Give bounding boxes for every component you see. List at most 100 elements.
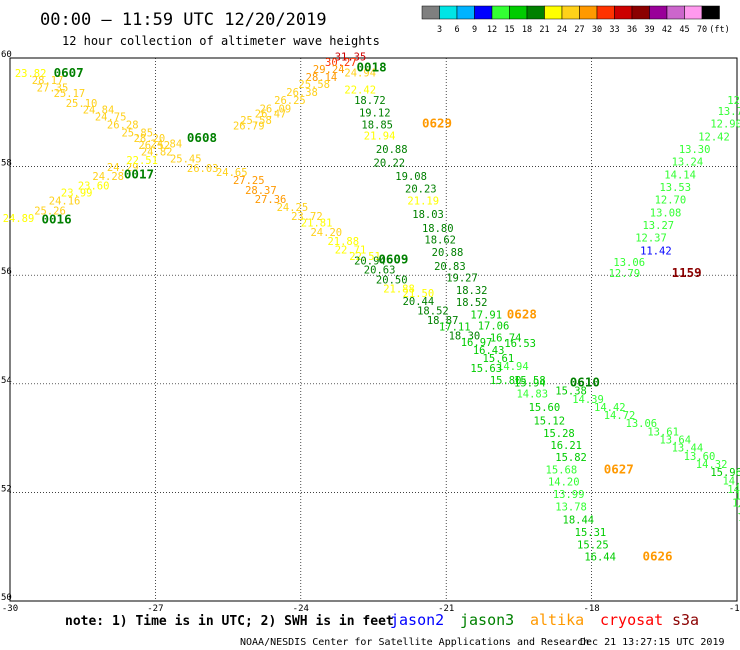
wave-height-label: 23.99 bbox=[61, 187, 93, 199]
wave-height-label: 11.42 bbox=[640, 246, 672, 258]
wave-height-label: 23.82 bbox=[15, 68, 47, 80]
wave-height-label: 18.62 bbox=[424, 235, 456, 247]
wave-height-label: 24.84 bbox=[83, 104, 115, 116]
wave-height-label: 19.08 bbox=[395, 171, 427, 183]
wave-height-label: 23.60 bbox=[78, 180, 110, 192]
wave-height-label: 16.97 bbox=[461, 337, 493, 349]
wave-height-label: 15.68 bbox=[546, 464, 578, 476]
wave-height-label: 19.27 bbox=[446, 273, 478, 285]
scale-label: 18 bbox=[522, 25, 532, 35]
wave-height-label: 25.10 bbox=[66, 98, 98, 110]
lat-tick-label: 56 bbox=[1, 267, 12, 277]
wave-height-label: 26.28 bbox=[107, 120, 139, 132]
map-grid bbox=[10, 58, 737, 601]
axis-ticks: -30 -27 -24 -21 -18 -15 60 58 56 54 52 50 bbox=[1, 50, 740, 614]
wave-height-label: 14.20 bbox=[548, 476, 580, 488]
wave-height-label: 21.50 bbox=[403, 288, 435, 300]
wave-height-label: 13.53 bbox=[659, 182, 691, 194]
scale-label: 39 bbox=[644, 25, 654, 35]
page-subtitle: 12 hour collection of altimeter wave hei… bbox=[62, 34, 380, 48]
credit-text: NOAA/NESDIS Center for Satellite Applica… bbox=[240, 637, 589, 648]
wave-height-label: 16.44 bbox=[584, 551, 616, 563]
wave-height-label: 24.84 bbox=[151, 139, 183, 151]
wave-height-label: 25.58 bbox=[298, 79, 330, 91]
scale-label: 27 bbox=[574, 25, 584, 35]
scale-label: 70 bbox=[697, 25, 707, 35]
scale-swatch bbox=[684, 5, 703, 20]
scale-swatch bbox=[579, 5, 598, 20]
scale-label: 45 bbox=[679, 25, 689, 35]
wave-height-label: 15.60 bbox=[529, 402, 561, 414]
wave-height-label: 15.82 bbox=[555, 452, 587, 464]
scale-swatch bbox=[474, 5, 493, 20]
wave-height-label: 18.80 bbox=[422, 223, 454, 235]
wave-height-label: 22.42 bbox=[344, 84, 376, 96]
wave-height-label: 16.21 bbox=[550, 440, 582, 452]
color-scale: 3 6 9 12 15 18 21 24 27 30 33 36 39 42 45 70 (ft) bbox=[421, 5, 730, 35]
wave-height-label: 19.12 bbox=[359, 108, 391, 120]
legend-altika: altika bbox=[530, 611, 584, 629]
scale-label: 15 bbox=[504, 25, 514, 35]
wave-height-label: 26.03 bbox=[187, 163, 219, 175]
wave-height-label: 25.58 bbox=[240, 115, 272, 127]
lat-tick-label: 58 bbox=[1, 159, 12, 169]
scale-label: 3 bbox=[437, 25, 442, 35]
scale-label: 33 bbox=[609, 25, 619, 35]
wave-height-label: 17.91 bbox=[470, 310, 502, 322]
wave-height-label: 13.06 bbox=[626, 418, 658, 430]
scale-swatch bbox=[631, 5, 650, 20]
wave-height-label: 15.94 bbox=[514, 378, 546, 390]
wave-height-label: 24.25 bbox=[277, 202, 309, 214]
wave-height-label: 24.89 bbox=[3, 213, 35, 225]
wave-height-label: 24.75 bbox=[95, 111, 127, 123]
wave-height-label: 14.23 bbox=[735, 490, 740, 502]
scale-label: 30 bbox=[592, 25, 602, 35]
wave-height-label: 14.83 bbox=[516, 388, 548, 400]
time-markers: 0607 0018 0629 0608 0017 0016 0609 1159 0628 0610… bbox=[42, 60, 702, 564]
wave-height-label: 12.79 bbox=[609, 268, 641, 280]
wave-height-label: 13.06 bbox=[613, 257, 645, 269]
time-marker: 0016 bbox=[42, 212, 72, 227]
wave-height-label: 22.51 bbox=[349, 251, 381, 263]
scale-label: 21 bbox=[539, 25, 549, 35]
time-marker: 0610 bbox=[570, 375, 600, 390]
wave-height-label: 20.22 bbox=[374, 158, 406, 170]
wave-height-label: 15.31 bbox=[575, 527, 607, 539]
time-marker: 0627 bbox=[604, 461, 634, 476]
wave-height-label: 22.51 bbox=[126, 155, 158, 167]
wave-height-label: 25.17 bbox=[54, 88, 86, 100]
lon-tick-label: -27 bbox=[147, 604, 163, 614]
wave-height-label: 14.14 bbox=[664, 170, 696, 182]
wave-height-label: 21.19 bbox=[407, 196, 439, 208]
scale-swatch bbox=[421, 5, 440, 20]
wave-height-label: 15.38 bbox=[555, 386, 587, 398]
wave-height-label: 24.29 bbox=[107, 162, 139, 174]
wave-height-label: 12.70 bbox=[655, 195, 687, 207]
wave-height-label: 16.43 bbox=[473, 345, 505, 357]
wave-height-label: 15.96 bbox=[710, 467, 740, 479]
legend-s3a: s3a bbox=[672, 611, 699, 629]
wave-height-label: 25.45 bbox=[170, 153, 202, 165]
wave-height-label: 13.44 bbox=[672, 443, 704, 455]
lat-tick-label: 50 bbox=[1, 593, 12, 603]
lat-tick-label: 52 bbox=[1, 484, 12, 494]
time-marker: 0607 bbox=[54, 65, 84, 80]
lat-tick-label: 54 bbox=[1, 376, 12, 386]
wave-height-label: 27.36 bbox=[255, 194, 287, 206]
wave-height-label: 23.72 bbox=[291, 211, 323, 223]
wave-height-label: 18.52 bbox=[417, 305, 449, 317]
wave-height-label: 26.52 bbox=[138, 140, 170, 152]
wave-height-label: 12.7 bbox=[727, 95, 740, 107]
wave-height-label: 18.85 bbox=[361, 120, 393, 132]
wave-height-label: 26.47 bbox=[255, 109, 287, 121]
wave-height-label: 13.08 bbox=[650, 208, 682, 220]
wave-height-label: 13.64 bbox=[659, 435, 691, 447]
wave-height-label: 26.09 bbox=[260, 103, 292, 115]
wave-height-label: 18.52 bbox=[456, 297, 488, 309]
scale-label: 36 bbox=[627, 25, 637, 35]
wave-height-label: 13.60 bbox=[684, 451, 716, 463]
wave-height-label: 24.20 bbox=[310, 227, 342, 239]
wave-height-label: 25.26 bbox=[34, 205, 66, 217]
time-marker: 0628 bbox=[507, 307, 537, 322]
